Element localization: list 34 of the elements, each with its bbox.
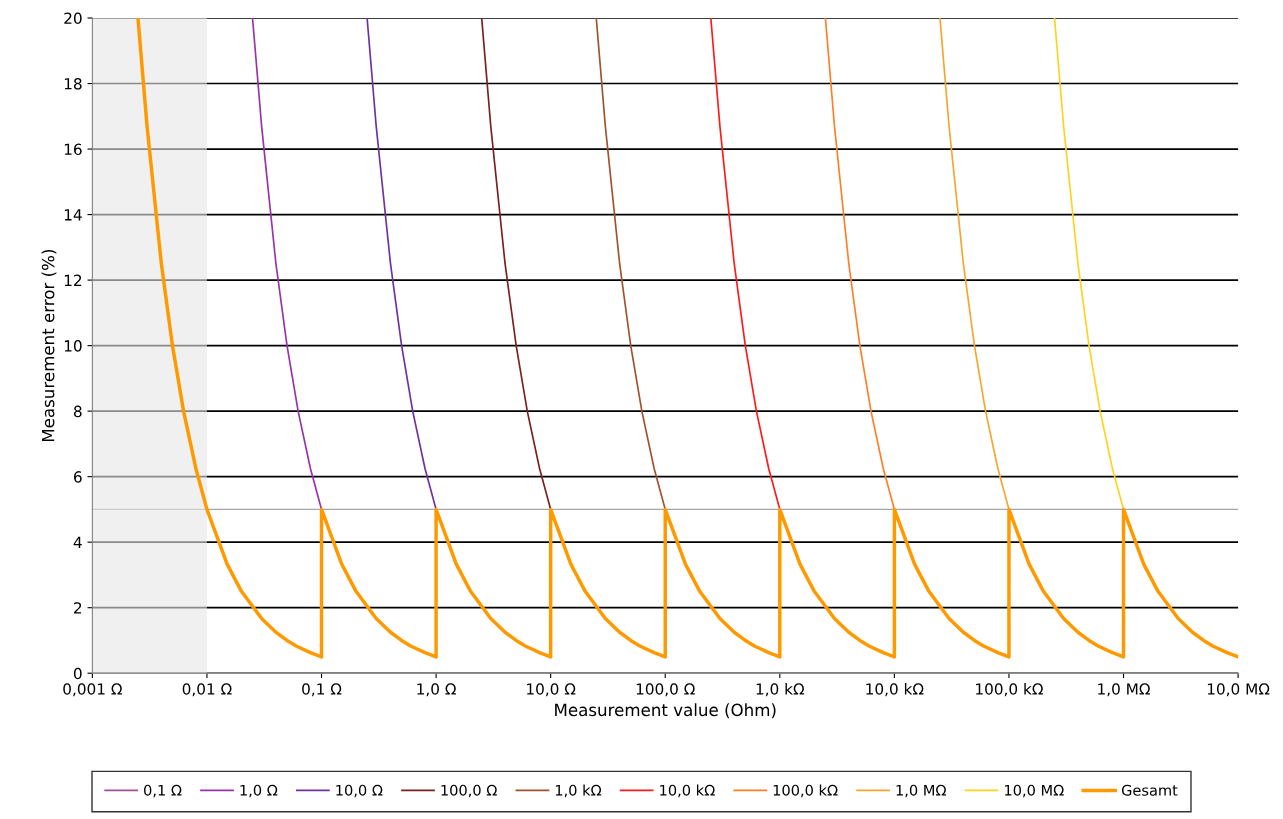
legend-label: 100,0 kΩ [773, 784, 838, 798]
y-tick-label: 16 [64, 143, 82, 156]
legend-label: 1,0 Ω [240, 784, 278, 798]
y-tick-label: 8 [73, 405, 82, 418]
y-tick-label: 0 [73, 667, 82, 680]
y-axis-title: Measurement error (%) [41, 249, 57, 442]
y-tick-label: 20 [64, 12, 82, 25]
x-tick-label: 0,001 Ω [63, 683, 122, 697]
x-tick-label: 1,0 MΩ [1098, 683, 1150, 697]
y-tick-label: 4 [73, 536, 82, 548]
x-tick-label: 10,0 Ω [527, 683, 576, 697]
x-tick-label: 100,0 Ω [636, 683, 695, 697]
y-tick-label: 10 [64, 340, 82, 352]
x-tick-label: 100,0 kΩ [976, 682, 1043, 697]
legend-label: 10,0 Ω [336, 784, 383, 798]
y-tick-label: 18 [64, 78, 82, 90]
y-tick-label: 6 [74, 471, 82, 483]
x-tick-label: 10,0 kΩ [866, 682, 924, 697]
legend-label: 0,1 Ω [144, 784, 182, 798]
legend-label: Gesamt [1121, 784, 1178, 796]
legend-label: 1,0 MΩ [896, 784, 946, 798]
x-axis-title: Measurement value (Ohm) [555, 703, 776, 719]
x-tick-label: 0,01 Ω [182, 683, 232, 697]
y-tick-label: 14 [64, 209, 82, 221]
y-tick-label: 12 [64, 274, 82, 286]
legend-label: 1,0 kΩ [555, 784, 602, 798]
x-tick-label: 0,1 Ω [302, 683, 342, 697]
legend-label: 10,0 MΩ [1005, 784, 1064, 798]
legend-label: 100,0 Ω [441, 784, 497, 798]
x-tick-label: 1,0 Ω [417, 683, 456, 697]
x-tick-label: 10,0 MΩ [1207, 683, 1270, 697]
y-tick-label: 2 [74, 602, 82, 614]
x-tick-label: 1,0 kΩ [756, 682, 805, 697]
legend-label: 10,0 kΩ [660, 784, 715, 798]
